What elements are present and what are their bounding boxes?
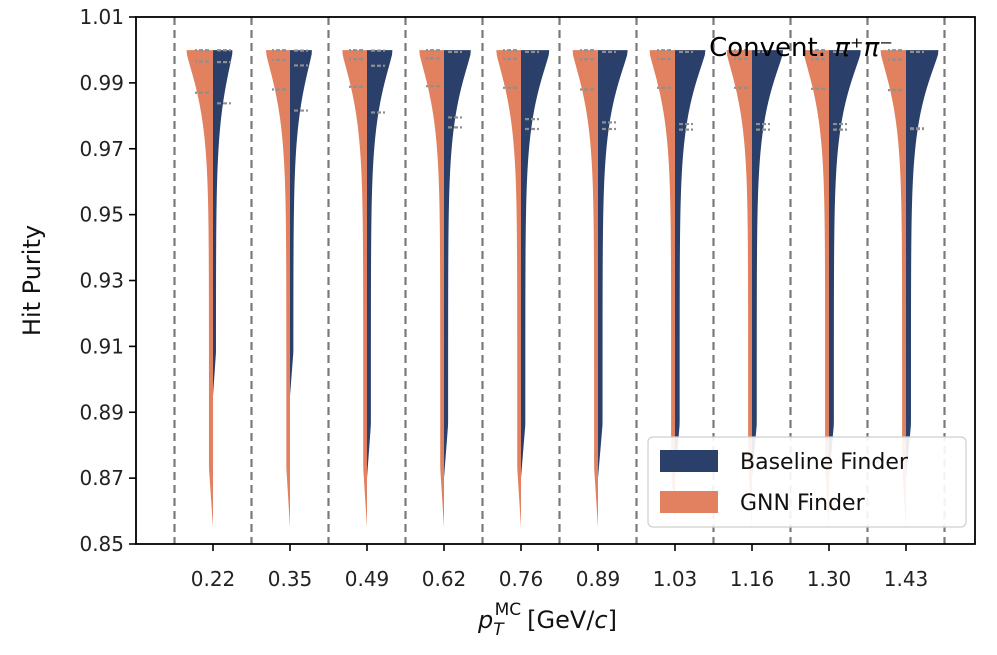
annotation-math: π⁺π⁻ [834,33,893,63]
legend: Baseline Finder GNN Finder [647,436,967,528]
x-tick-label: 0.89 [576,567,621,591]
x-tick-label: 0.49 [345,567,390,591]
y-tick-label: 0.97 [79,137,124,161]
chart-annotation: Convent. π⁺π⁻ [709,33,893,63]
x-tick-label: 0.22 [191,567,236,591]
x-axis-label-symbol: p [477,606,493,634]
annotation-text: Convent. [709,33,834,63]
violin-half-baseline [829,50,861,479]
x-axis-label-unit-close: ] [608,606,617,634]
violin-half-gnn [186,50,213,528]
y-tick-label: 0.89 [79,400,124,424]
x-axis-label-unit-open: [GeV/ [527,606,595,634]
violin-half-baseline [752,50,784,479]
violin-half-baseline [598,50,628,479]
legend-label-gnn: GNN Finder [740,491,866,516]
y-axis: 0.85 0.87 0.89 0.91 0.93 0.95 0.97 0.99 1.01 [79,5,136,556]
violin-half-baseline [521,50,550,479]
x-tick-label: 1.16 [730,567,775,591]
violin-half-gnn [266,50,290,528]
x-axis-label-subscript: T [493,620,505,640]
y-tick-label: 1.01 [79,5,124,29]
y-tick-label: 0.85 [79,532,124,556]
x-axis-label-unit-c: c [594,606,607,634]
quartile-lines [195,49,924,131]
violin-half-gnn [342,50,367,528]
category-dividers [173,17,946,544]
x-axis-label: pTMC [GeV/c] [477,600,617,640]
legend-swatch-gnn [660,491,718,513]
x-axis: 0.22 0.35 0.49 0.62 0.76 0.89 1.03 1.16 1.30 1.43 [191,544,929,591]
y-axis-label: Hit Purity [18,225,46,336]
y-tick-label: 0.99 [79,71,124,95]
x-tick-label: 0.76 [499,567,544,591]
violin-half-gnn [496,50,521,528]
violin-half-baseline [367,50,393,479]
y-tick-label: 0.91 [79,334,124,358]
violin-half-baseline [675,50,706,479]
x-axis-label-superscript: MC [495,600,522,620]
violin-half-baseline [213,50,233,396]
x-tick-label: 1.43 [884,567,929,591]
legend-label-baseline: Baseline Finder [740,450,909,475]
y-tick-label: 0.87 [79,466,124,490]
legend-box [647,436,967,528]
violin-half-baseline [290,50,312,396]
violin-half-gnn [419,50,444,528]
x-tick-label: 1.30 [807,567,852,591]
x-tick-label: 0.35 [268,567,313,591]
violin-half-gnn [572,50,598,528]
y-tick-label: 0.93 [79,269,124,293]
violin-half-baseline [444,50,471,479]
y-tick-label: 0.95 [79,203,124,227]
x-tick-label: 0.62 [422,567,467,591]
legend-swatch-baseline [660,450,718,472]
x-tick-label: 1.03 [653,567,698,591]
violin-half-baseline [906,50,939,479]
